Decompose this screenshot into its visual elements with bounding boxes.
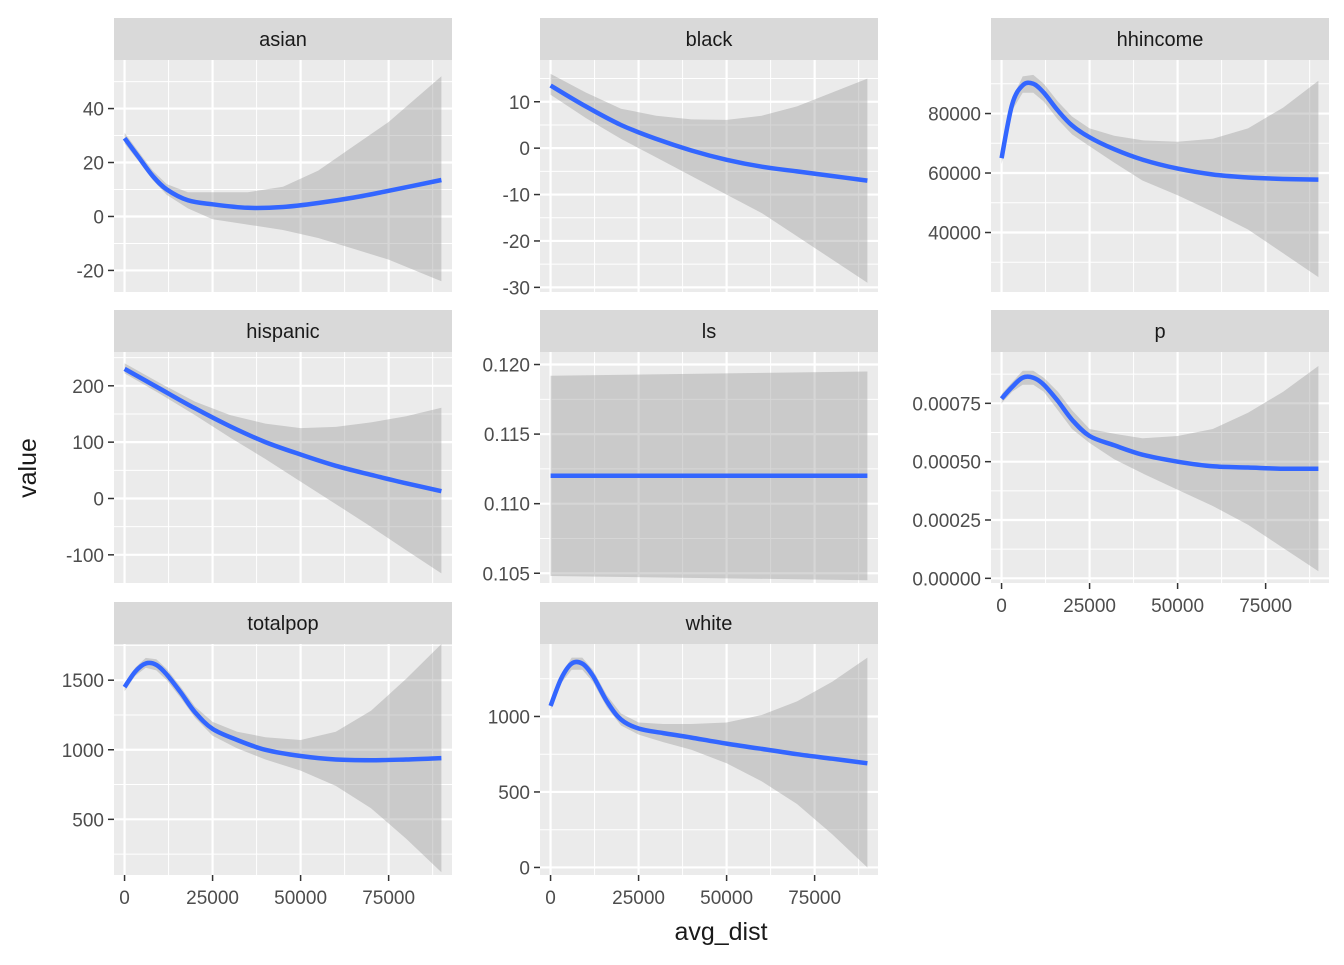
confidence-band xyxy=(124,363,442,574)
x-axis-title: avg_dist xyxy=(674,918,767,946)
smooth-line-asian xyxy=(122,136,442,211)
panel-black: black -30 -20 -10 0 10 xyxy=(503,18,878,299)
y-tick-label: 40000 xyxy=(928,224,981,245)
y-tick-label: 0 xyxy=(519,858,530,879)
panel-background xyxy=(540,352,878,583)
confidence-band xyxy=(550,657,868,868)
smooth-line-totalpop xyxy=(122,660,442,763)
smooth-line-black xyxy=(549,83,868,183)
y-tick-label: 60000 xyxy=(928,164,981,185)
smooth-line-p xyxy=(999,374,1319,472)
y-tick-label: 100 xyxy=(72,433,104,454)
facet-strip-label: ls xyxy=(702,321,716,343)
y-tick-label: 0 xyxy=(93,207,104,228)
facet-strip xyxy=(540,602,878,644)
x-tick-label: 75000 xyxy=(1239,596,1292,617)
panel-totalpop: totalpop 500 1000 1500 0 25000 50000 75000 xyxy=(62,602,452,909)
smooth-line-white xyxy=(548,659,868,766)
facet-strip xyxy=(114,602,452,644)
facet-strip xyxy=(540,310,878,352)
y-tick-label: 80000 xyxy=(928,105,981,126)
smooth-line-hhincome xyxy=(999,80,1319,182)
facet-strip xyxy=(540,18,878,60)
y-axis-title: value xyxy=(14,438,42,498)
confidence-band xyxy=(550,73,868,283)
y-tick-label: 0.120 xyxy=(482,356,530,377)
panel-hhincome: hhincome 40000 60000 80000 xyxy=(928,18,1329,292)
y-tick-label: 500 xyxy=(498,783,530,804)
facet-strip-label: black xyxy=(686,29,734,51)
confidence-band xyxy=(124,644,442,873)
y-tick-label: 20 xyxy=(83,154,104,175)
y-tick-label: 1000 xyxy=(62,741,104,762)
y-tick-label: 40 xyxy=(83,100,104,121)
x-tick-label: 50000 xyxy=(1151,596,1204,617)
x-tick-label: 50000 xyxy=(700,888,753,909)
y-tick-label: 0 xyxy=(93,489,104,510)
facet-strip-label: asian xyxy=(259,29,307,51)
panel-background xyxy=(114,60,452,292)
y-tick-label: -30 xyxy=(503,278,530,299)
facet-strip-label: white xyxy=(685,613,733,635)
y-tick-label: -20 xyxy=(77,261,104,282)
panel-hispanic: hispanic -100 0 100 200 xyxy=(66,310,452,583)
y-tick-label: 0.115 xyxy=(484,425,530,446)
facet-strip-label: p xyxy=(1154,321,1165,343)
x-tick-label: 25000 xyxy=(612,888,665,909)
y-tick-label: 200 xyxy=(72,377,104,398)
y-tick-label: 500 xyxy=(72,810,104,831)
x-tick-label: 75000 xyxy=(362,888,415,909)
facet-strip xyxy=(114,18,452,60)
confidence-band xyxy=(124,76,442,282)
panel-asian: asian -20 0 20 40 xyxy=(77,18,452,292)
y-tick-label: 1500 xyxy=(62,671,104,692)
x-tick-label: 75000 xyxy=(788,888,841,909)
y-tick-label: -10 xyxy=(503,186,530,207)
y-tick-label: 1000 xyxy=(488,707,530,728)
y-tick-label: 0.110 xyxy=(484,495,530,516)
panel-white: white 0 500 1000 0 25000 50000 75000 xyxy=(488,602,878,909)
panel-background xyxy=(114,352,452,583)
facet-strip xyxy=(114,310,452,352)
facet-strip-label: totalpop xyxy=(247,613,318,635)
facet-strip-label: hhincome xyxy=(1117,29,1204,51)
y-tick-label: 0.00050 xyxy=(912,453,981,474)
x-tick-label: 0 xyxy=(119,888,130,909)
confidence-band xyxy=(1001,366,1319,572)
smooth-line-hispanic xyxy=(123,366,442,494)
x-tick-label: 25000 xyxy=(1063,596,1116,617)
y-tick-label: -20 xyxy=(503,232,530,253)
y-tick-label: 0.00075 xyxy=(912,394,981,415)
y-tick-label: 0.00000 xyxy=(912,569,981,590)
facet-strip-label: hispanic xyxy=(246,321,319,343)
x-tick-label: 25000 xyxy=(186,888,239,909)
panel-ls: ls 0.105 0.110 0.115 0.120 xyxy=(482,310,878,585)
y-tick-label: -100 xyxy=(66,546,104,567)
panel-p: p 0.00000 0.00025 0.00050 0.00075 0 25000 50000… xyxy=(912,310,1329,617)
y-tick-label: 0.00025 xyxy=(912,511,981,532)
y-tick-label: 0 xyxy=(519,139,530,160)
y-tick-label: 0.105 xyxy=(482,564,530,585)
x-tick-label: 50000 xyxy=(274,888,327,909)
x-tick-label: 0 xyxy=(545,888,556,909)
facet-strip xyxy=(991,310,1329,352)
facet-strip xyxy=(991,18,1329,60)
y-tick-label: 10 xyxy=(509,93,530,114)
x-tick-label: 0 xyxy=(996,596,1007,617)
confidence-band xyxy=(1001,74,1319,278)
